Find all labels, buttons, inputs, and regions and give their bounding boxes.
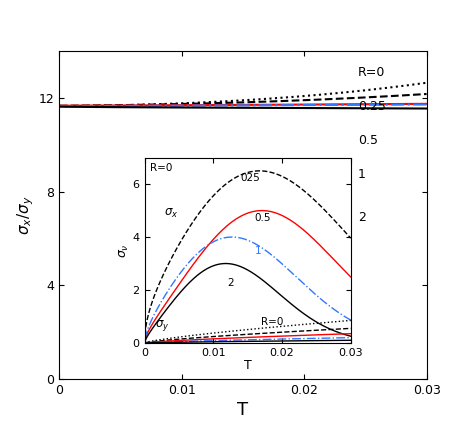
Text: 1: 1	[358, 168, 366, 181]
Y-axis label: $\sigma_\nu$: $\sigma_\nu$	[118, 243, 131, 258]
Text: R=0: R=0	[262, 317, 284, 327]
Text: R=0: R=0	[150, 163, 173, 173]
Text: $\sigma_x$: $\sigma_x$	[164, 207, 178, 220]
Y-axis label: $\sigma_x/\sigma_y$: $\sigma_x/\sigma_y$	[15, 195, 36, 235]
Text: 1: 1	[255, 246, 261, 256]
Text: R=0: R=0	[358, 66, 385, 79]
Text: 2: 2	[358, 211, 366, 224]
Text: 0.25: 0.25	[358, 100, 386, 113]
X-axis label: T: T	[244, 359, 252, 372]
Text: 025: 025	[241, 173, 261, 184]
Text: 0.5: 0.5	[358, 134, 378, 147]
Text: $\sigma_y$: $\sigma_y$	[155, 318, 169, 333]
Text: 2: 2	[227, 278, 234, 288]
Text: 0.5: 0.5	[255, 213, 271, 223]
X-axis label: T: T	[237, 401, 248, 419]
